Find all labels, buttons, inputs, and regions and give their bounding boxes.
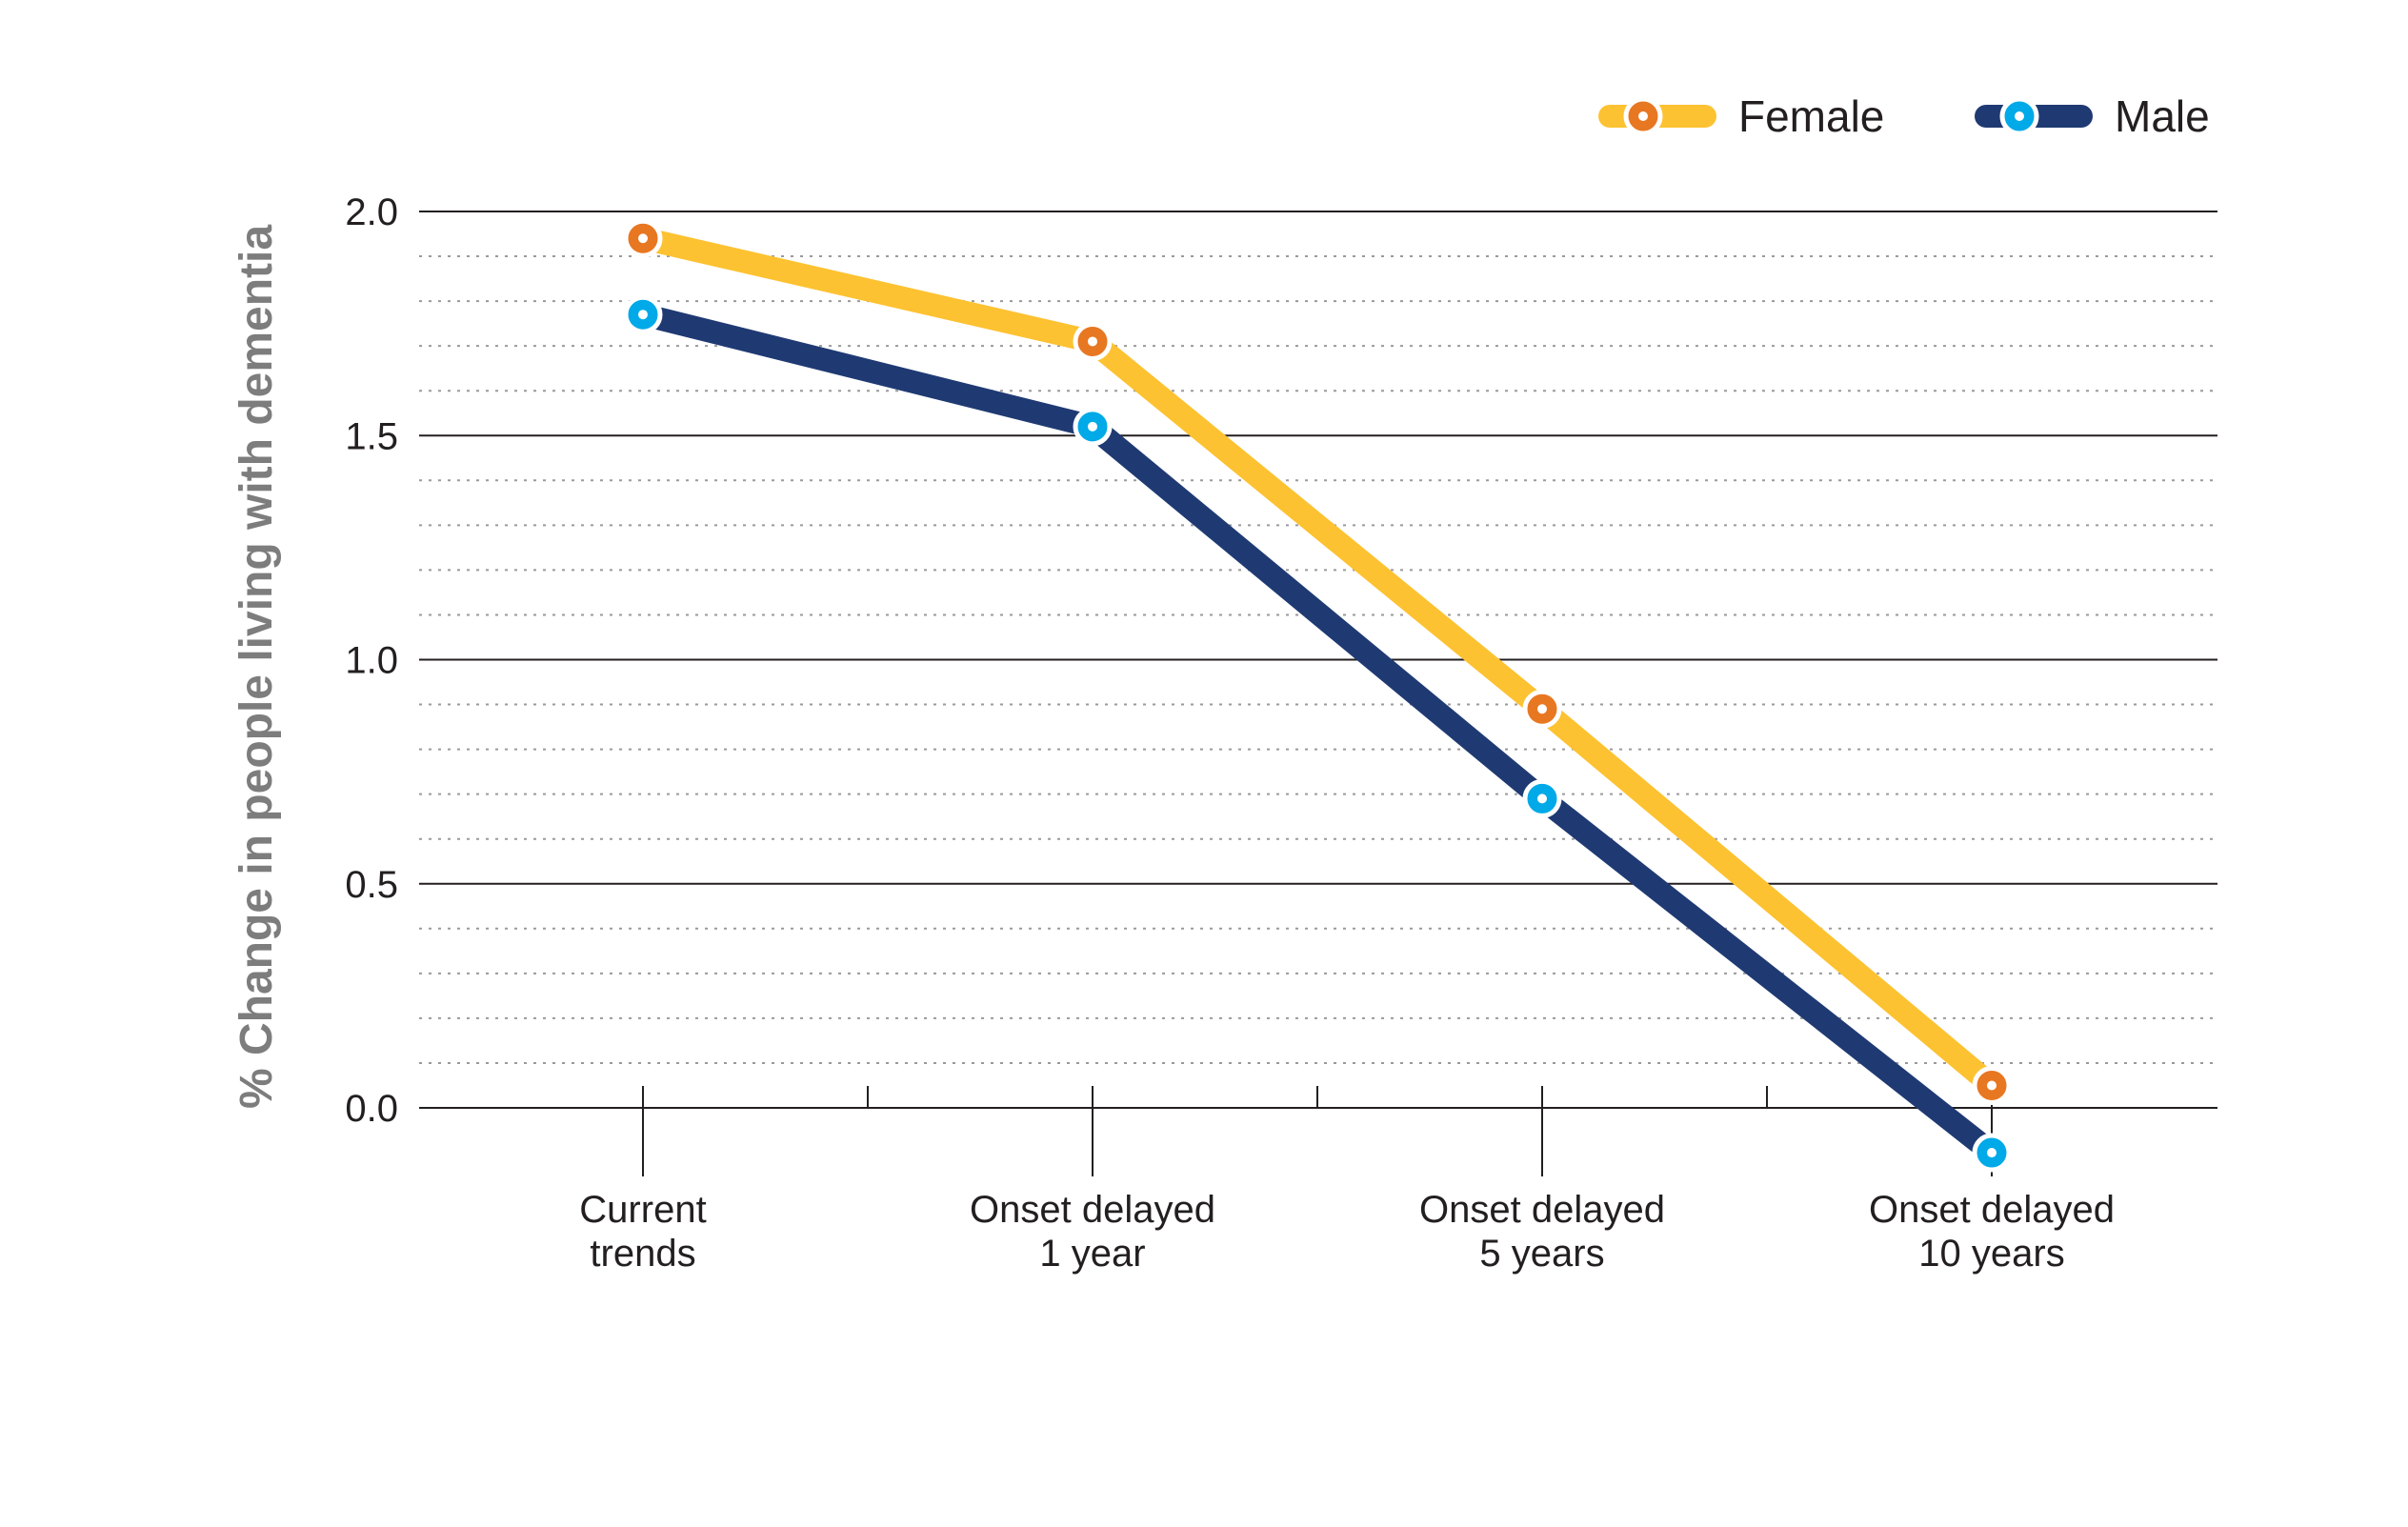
y-axis-label: % Change in people living with dementia: [231, 225, 282, 1109]
data-point-center: [638, 310, 648, 320]
x-category-label: Onset delayed 10 years: [1869, 1189, 2115, 1275]
data-point-center: [1537, 704, 1547, 714]
x-category-label: Onset delayed 5 years: [1419, 1189, 1665, 1275]
legend-label-female: Female: [1738, 91, 1884, 141]
x-category-label-line: 1 year: [1039, 1233, 1145, 1275]
data-point-center: [1088, 336, 1097, 347]
x-category-label: Onset delayed 1 year: [970, 1189, 1215, 1275]
x-category-label-line: 5 years: [1479, 1233, 1604, 1275]
legend-marker-center: [2015, 111, 2024, 121]
y-tick-label: 0.5: [345, 864, 398, 906]
y-tick-label: 1.5: [345, 415, 398, 457]
y-axis-tick-labels: 0.0 0.5 1.0 1.5 2.0: [345, 191, 398, 1130]
grid-lines: [419, 211, 2217, 1064]
data-point-center: [1537, 794, 1547, 804]
series-lines: [623, 218, 2012, 1173]
legend-label-male: Male: [2115, 91, 2210, 141]
x-category-label-line: Current: [579, 1189, 706, 1231]
x-category-label-line: Onset delayed: [1869, 1189, 2115, 1231]
y-tick-label: 1.0: [345, 640, 398, 682]
series-line-male: [640, 303, 1999, 1162]
data-point-center: [1987, 1080, 1997, 1091]
y-tick-label: 2.0: [345, 191, 398, 233]
legend: Female Male: [1598, 91, 2210, 141]
x-category-label: Current trends: [579, 1189, 706, 1275]
x-category-label-line: Onset delayed: [970, 1189, 1215, 1231]
y-tick-label: 0.0: [345, 1088, 398, 1130]
legend-marker-center: [1638, 111, 1648, 121]
series-line-female: [640, 227, 1999, 1095]
data-point-center: [1088, 421, 1097, 432]
x-category-label-line: Onset delayed: [1419, 1189, 1665, 1231]
data-point-center: [638, 233, 648, 244]
x-category-label-line: trends: [590, 1233, 695, 1275]
data-point-center: [1987, 1148, 1997, 1158]
x-category-label-line: 10 years: [1918, 1233, 2064, 1275]
